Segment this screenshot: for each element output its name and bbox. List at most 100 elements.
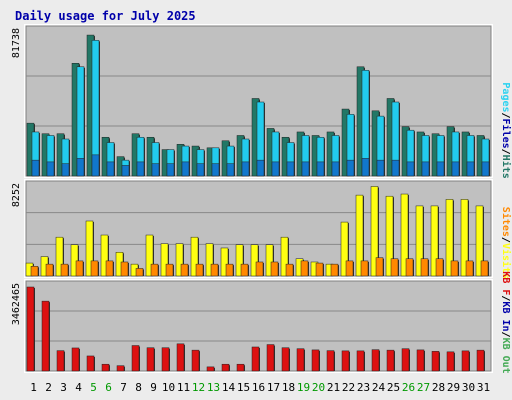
kb-f-bar bbox=[341, 350, 350, 372]
x-tick-label: 7 bbox=[120, 381, 127, 394]
kb-f-bar bbox=[281, 347, 290, 372]
x-tick-label: 30 bbox=[462, 381, 475, 394]
pages-bar bbox=[376, 159, 385, 177]
legend-separator: / bbox=[500, 237, 511, 243]
legend-text: KB F/KB In/KB Out bbox=[500, 271, 511, 373]
visits-bar bbox=[250, 244, 259, 277]
visits-sites-panel: 8252 Sites/Visits bbox=[11, 179, 512, 279]
pages-bar bbox=[46, 161, 55, 177]
x-tick-label: 8 bbox=[135, 381, 142, 394]
visits-bar bbox=[340, 221, 349, 277]
pages-bar bbox=[271, 161, 280, 177]
sites-bar bbox=[150, 263, 159, 277]
sites-bar bbox=[465, 260, 474, 277]
x-tick-label: 23 bbox=[357, 381, 370, 394]
pages-bar bbox=[91, 154, 100, 177]
kb-f-bar bbox=[71, 347, 80, 372]
x-tick-label: 18 bbox=[282, 381, 295, 394]
x-tick-label: 1 bbox=[30, 381, 37, 394]
legend-entry: KB Out bbox=[500, 338, 511, 374]
sites-bar bbox=[270, 261, 279, 277]
pages-bar bbox=[151, 163, 160, 177]
x-tick-label: 15 bbox=[237, 381, 250, 394]
sites-bar bbox=[345, 260, 354, 277]
pages-bar bbox=[76, 158, 85, 177]
pages-bar bbox=[301, 161, 310, 177]
legend-entry: Visits bbox=[500, 243, 512, 279]
sites-bar bbox=[405, 258, 414, 277]
kb-f-bar bbox=[356, 350, 365, 372]
visits-bar bbox=[55, 236, 64, 277]
sites-bar bbox=[45, 263, 54, 277]
sites-bar bbox=[435, 258, 444, 277]
kb-f-bar bbox=[161, 347, 170, 372]
kb-f-bar bbox=[236, 363, 245, 372]
visits-bar bbox=[70, 244, 79, 277]
visits-bar bbox=[160, 243, 169, 277]
visits-bar bbox=[85, 220, 94, 277]
kb-f-bar bbox=[191, 349, 200, 372]
legend-separator: / bbox=[500, 149, 511, 155]
kb-f-bar bbox=[386, 349, 395, 372]
x-tick-label: 14 bbox=[222, 381, 236, 394]
pages-bar bbox=[451, 161, 460, 177]
sites-bar bbox=[135, 268, 144, 277]
sites-bar bbox=[255, 261, 264, 277]
x-tick-label: 29 bbox=[447, 381, 460, 394]
sites-bar bbox=[330, 263, 339, 277]
x-tick-label: 28 bbox=[432, 381, 445, 394]
sites-bar bbox=[30, 266, 39, 277]
x-tick-label: 20 bbox=[312, 381, 325, 394]
sites-bar bbox=[165, 263, 174, 277]
x-tick-label: 5 bbox=[90, 381, 97, 394]
legend-text: Pages/Files/Hits bbox=[500, 82, 512, 178]
x-tick-label: 16 bbox=[252, 381, 265, 394]
kb-f-bar bbox=[401, 348, 410, 372]
pages-bar bbox=[346, 159, 355, 177]
pages-bar bbox=[391, 159, 400, 177]
visits-bar bbox=[190, 236, 199, 277]
legend-entry: KB In bbox=[500, 301, 511, 331]
kb-f-bar bbox=[431, 351, 440, 372]
visits-bar bbox=[430, 205, 439, 277]
pages-bar bbox=[136, 161, 145, 177]
sites-bar bbox=[210, 263, 219, 277]
visits-bar bbox=[205, 243, 214, 277]
x-tick-label: 19 bbox=[297, 381, 310, 394]
sites-bar bbox=[450, 260, 459, 277]
visits-bar bbox=[355, 194, 364, 277]
x-tick-label: 21 bbox=[327, 381, 340, 394]
visits-bar bbox=[280, 236, 289, 277]
sites-bar bbox=[240, 263, 249, 277]
x-tick-label: 4 bbox=[75, 381, 82, 394]
legend-entry: Sites bbox=[500, 207, 512, 237]
sites-bar bbox=[390, 258, 399, 277]
kb-f-bar bbox=[146, 347, 155, 372]
visits-bar bbox=[220, 247, 229, 277]
kb-f-bar bbox=[176, 343, 185, 372]
pages-bar bbox=[181, 161, 190, 177]
pages-bar bbox=[466, 161, 475, 177]
y-axis-max-label: 3462465 bbox=[11, 283, 22, 325]
kb-f-bar bbox=[371, 349, 380, 372]
pages-bar bbox=[421, 161, 430, 177]
kb-f-bar bbox=[56, 350, 65, 372]
pages-bar bbox=[166, 163, 175, 177]
x-tick-label: 13 bbox=[207, 381, 220, 394]
x-tick-label: 11 bbox=[177, 381, 190, 394]
legend-separator: / bbox=[500, 295, 511, 301]
kb-f-bar bbox=[296, 348, 305, 372]
chart-title: Daily usage for July 2025 bbox=[15, 9, 196, 23]
pages-bar bbox=[211, 163, 220, 177]
pages-bar bbox=[61, 163, 70, 177]
pages-bar bbox=[256, 159, 265, 177]
pages-bar bbox=[406, 161, 415, 177]
pages-bar bbox=[241, 161, 250, 177]
x-tick-label: 17 bbox=[267, 381, 280, 394]
y-axis-max-label: 81738 bbox=[11, 28, 22, 58]
kb-f-bar bbox=[311, 349, 320, 372]
kb-f-bar bbox=[116, 365, 125, 372]
x-tick-label: 27 bbox=[417, 381, 430, 394]
x-tick-label: 10 bbox=[162, 381, 175, 394]
visits-bar bbox=[370, 186, 379, 277]
